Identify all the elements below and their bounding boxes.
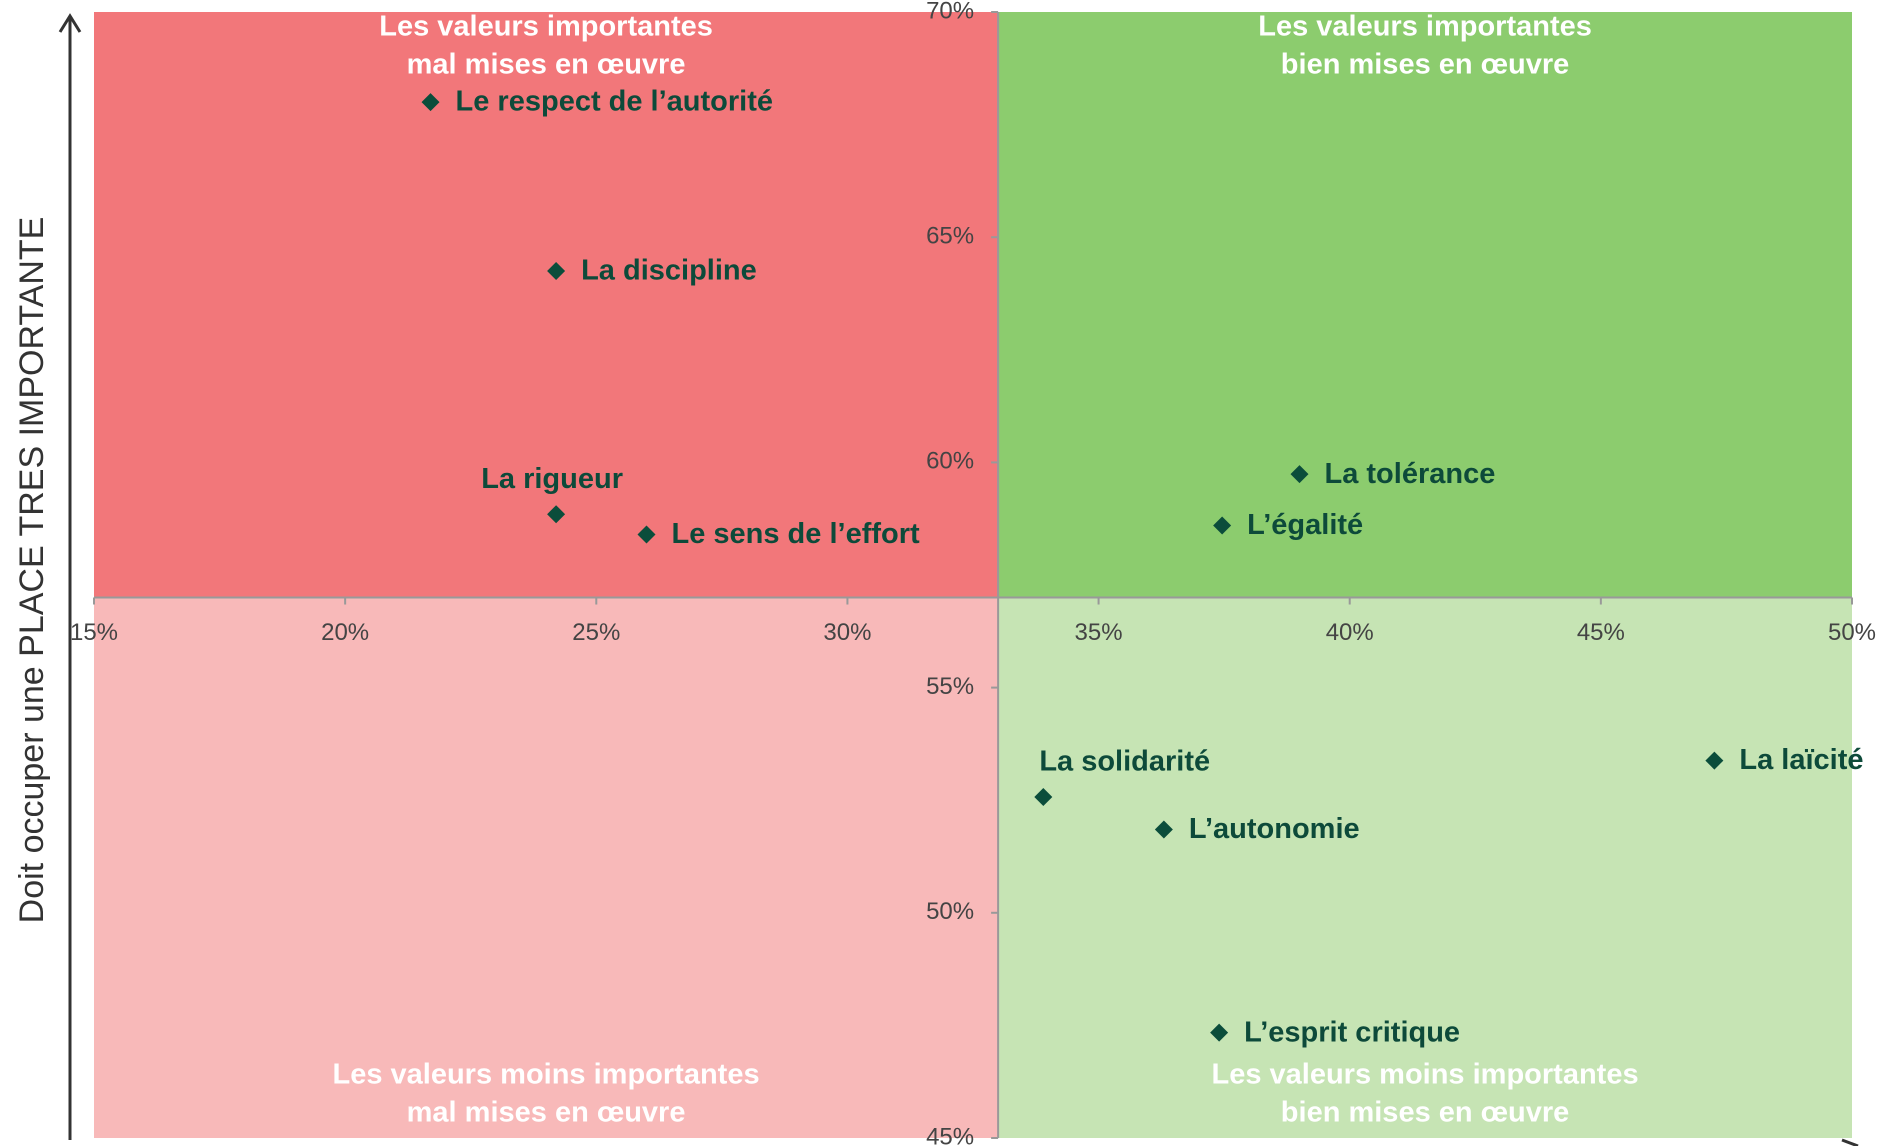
y-arrowhead: [58, 13, 82, 33]
point-label: L’égalité: [1247, 509, 1363, 541]
point: [637, 525, 656, 544]
point: [547, 505, 566, 524]
quadrant-label: bien mises en œuvre: [1281, 1097, 1570, 1129]
point-label: La rigueur: [481, 463, 623, 495]
point: [421, 93, 440, 112]
point-label: La tolérance: [1324, 458, 1495, 490]
point-label: La discipline: [581, 255, 757, 287]
x-arrow: [1841, 1138, 1859, 1146]
point-label: L’autonomie: [1189, 813, 1360, 845]
x-tick-label: 45%: [1577, 619, 1625, 646]
point-label: Le sens de l’effort: [672, 518, 921, 550]
quadrant-label: mal mises en œuvre: [407, 1097, 686, 1129]
point: [1213, 516, 1232, 535]
x-tick-label: 40%: [1326, 619, 1374, 646]
point-label: La solidarité: [1039, 746, 1210, 778]
quadrant-label: Les valeurs importantes: [379, 11, 713, 43]
y-tick-label: 60%: [926, 448, 974, 475]
point-label: Le respect de l’autorité: [456, 86, 774, 118]
quadrant-label: Les valeurs importantes: [1258, 11, 1592, 43]
point-label: L’esprit critique: [1244, 1016, 1460, 1048]
quadrant: [94, 12, 999, 598]
x-tick-label: 15%: [70, 619, 118, 646]
x-tick-label: 20%: [321, 619, 369, 646]
quadrant: [998, 12, 1852, 598]
point: [1210, 1023, 1229, 1042]
y-tick-label: 45%: [926, 1123, 974, 1146]
y-axis-label: Doit occuper une PLACE TRES IMPORTANTE: [13, 217, 51, 924]
x-tick-label: 25%: [572, 619, 620, 646]
quadrant-label: Les valeurs moins importantes: [1212, 1059, 1639, 1091]
quadrant-label: bien mises en œuvre: [1281, 49, 1570, 81]
x-tick-label: 30%: [823, 619, 871, 646]
quadrant-label: Les valeurs moins importantes: [333, 1059, 760, 1091]
y-tick-label: 50%: [926, 898, 974, 925]
point: [1154, 820, 1173, 839]
y-tick-label: 55%: [926, 673, 974, 700]
point: [547, 261, 566, 280]
point: [1034, 788, 1053, 807]
point: [1705, 751, 1724, 770]
x-tick-label: 50%: [1828, 619, 1876, 646]
point: [1290, 465, 1309, 484]
quadrant-label: mal mises en œuvre: [407, 49, 686, 81]
quadrant: [998, 597, 1852, 1138]
quadrant: [94, 597, 999, 1138]
point-label: La laïcité: [1739, 744, 1863, 776]
y-tick-label: 70%: [926, 0, 974, 24]
y-tick-label: 65%: [926, 223, 974, 250]
quadrants: [94, 12, 1852, 1138]
x-tick-label: 35%: [1075, 619, 1123, 646]
